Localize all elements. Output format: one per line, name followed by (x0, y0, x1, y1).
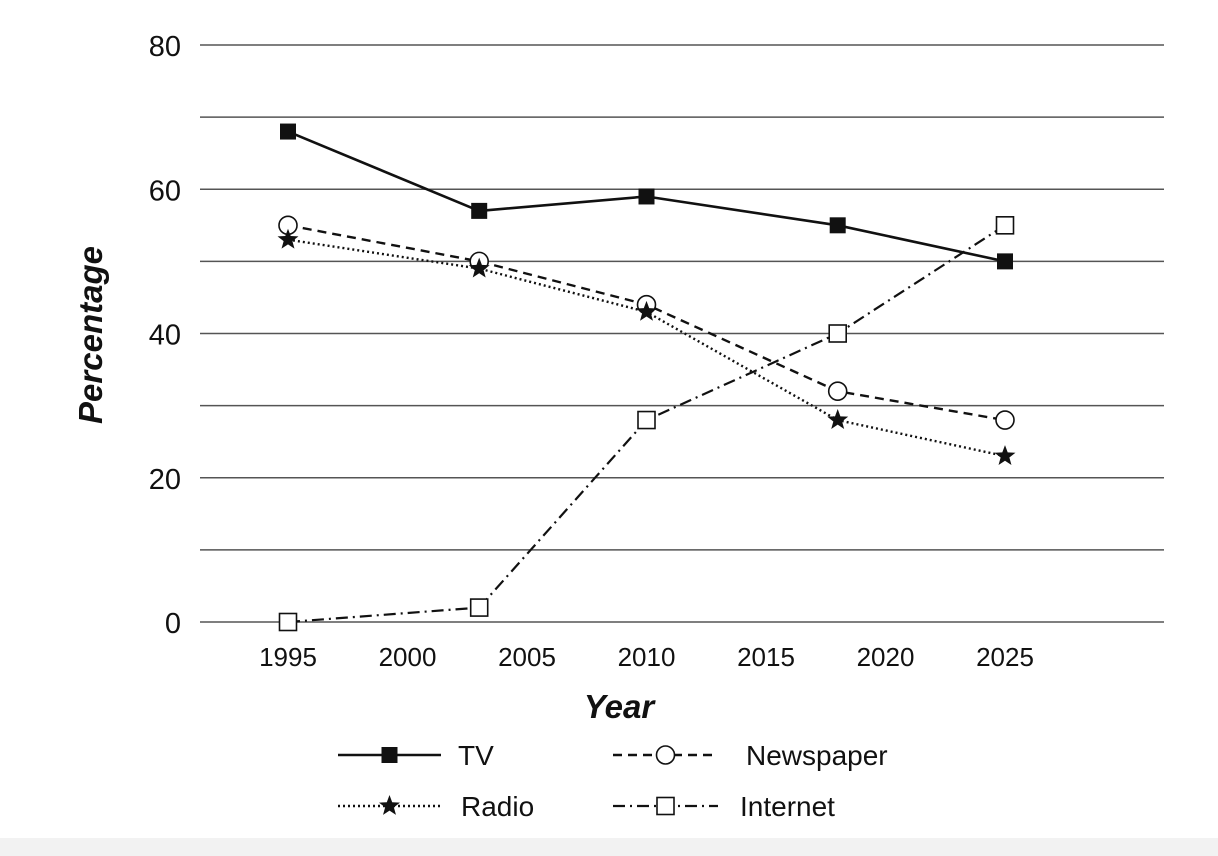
x-tick-label-2020: 2020 (857, 642, 915, 672)
line-chart: 0 20 40 60 80 1995 2000 2005 2010 2015 2020 2025 P… (72, 31, 1164, 822)
legend-marker-tv (381, 747, 398, 763)
chart-root: 0 20 40 60 80 1995 2000 2005 2010 2015 2020 2025 P… (0, 31, 1218, 856)
x-tick-label-2000: 2000 (379, 642, 437, 672)
x-tick-label-2010: 2010 (618, 642, 676, 672)
y-axis-title: Percentage (72, 246, 109, 424)
point-tv-2018 (829, 217, 846, 234)
series-lines (287, 130, 1006, 624)
y-tick-label-0: 0 (165, 608, 181, 640)
legend-marker-newspaper (655, 745, 676, 765)
point-radio-2025 (994, 445, 1016, 466)
x-tick-labels: 1995 2000 2005 2010 2015 2020 2025 (259, 642, 1034, 672)
point-tv-1995 (280, 123, 296, 140)
legend-label-newspaper: Newspaper (746, 740, 888, 771)
gridlines (200, 44, 1164, 623)
legend-label-radio: Radio (461, 791, 534, 822)
legend-label-internet: Internet (740, 791, 835, 822)
point-internet-2018 (828, 324, 848, 343)
x-tick-label-2015: 2015 (737, 642, 795, 672)
legend-marker-radio (379, 795, 400, 815)
legend-item-tv: TV (338, 740, 494, 771)
bottom-strip (0, 838, 1218, 856)
point-tv-2025 (997, 253, 1013, 270)
legend-marker-internet (656, 796, 675, 816)
point-tv-2010 (638, 188, 655, 205)
legend-label-tv: TV (458, 740, 494, 771)
point-radio-1995 (277, 228, 299, 249)
point-internet-2003 (469, 598, 489, 617)
legend-item-radio: Radio (338, 791, 534, 822)
x-tick-label-2025: 2025 (976, 642, 1034, 672)
legend-item-newspaper: Newspaper (613, 740, 888, 771)
y-tick-label-80: 80 (149, 31, 181, 63)
point-radio-2010 (636, 300, 657, 321)
x-tick-label-1995: 1995 (259, 642, 317, 672)
point-internet-1995 (278, 612, 298, 632)
series-markers (277, 123, 1016, 632)
point-tv-2003 (471, 202, 488, 219)
y-tick-labels: 0 20 40 60 80 (149, 31, 181, 640)
x-axis-title: Year (584, 688, 656, 725)
point-newspaper-2025 (995, 410, 1015, 430)
y-tick-label-20: 20 (149, 464, 181, 496)
legend-item-internet: Internet (613, 791, 835, 822)
x-tick-label-2005: 2005 (498, 642, 556, 672)
series-line-newspaper (287, 224, 1006, 422)
legend: TV Newspaper Radio Internet (338, 740, 888, 822)
y-tick-label-40: 40 (149, 320, 181, 352)
point-radio-2018 (827, 409, 849, 429)
point-internet-2025 (995, 216, 1015, 235)
y-tick-label-60: 60 (149, 175, 181, 207)
point-newspaper-2018 (827, 381, 848, 402)
point-internet-2010 (637, 410, 656, 430)
point-radio-2003 (468, 257, 490, 278)
